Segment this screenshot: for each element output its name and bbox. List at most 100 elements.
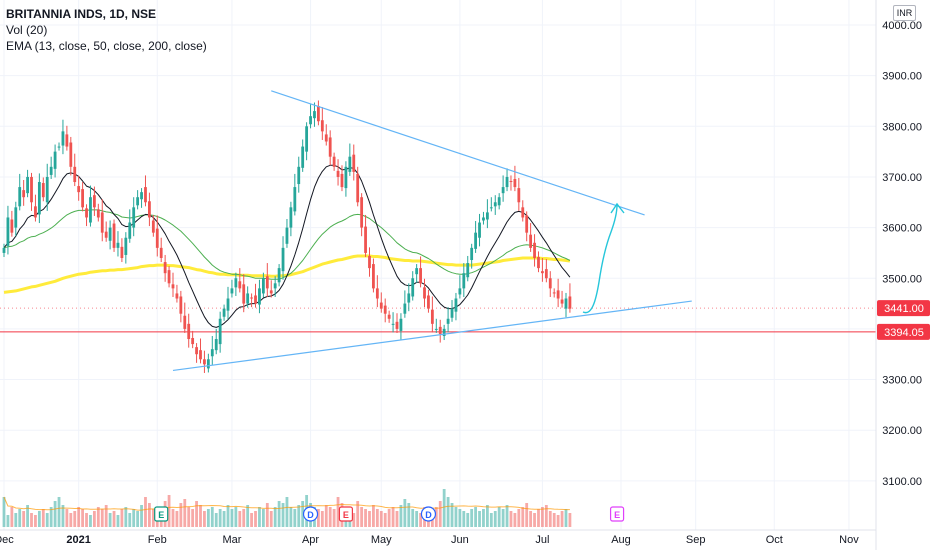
price-tick-label: 3600.00 — [882, 223, 922, 235]
volume-bar — [493, 511, 497, 527]
dividend-marker — [302, 506, 319, 522]
candle-body — [203, 359, 206, 365]
ema-indicator-label[interactable]: EMA (13, close, 50, close, 200, close) — [6, 39, 207, 53]
projection-arrow[interactable] — [582, 204, 618, 314]
volume-bar — [529, 511, 533, 527]
candle-body — [148, 201, 151, 218]
candle-body — [159, 247, 163, 258]
time-axis[interactable]: Dec 2021 Feb Mar Apr May Jun Jul Aug Sep Oct Nov — [0, 534, 859, 546]
price-axis[interactable]: 3100.003200.003300.003400.003500.003600.… — [882, 20, 922, 488]
candle-body — [269, 290, 273, 294]
volume-bar — [77, 507, 81, 527]
volume-bar — [171, 509, 175, 527]
candle-body — [140, 192, 143, 200]
candle-body — [195, 347, 198, 355]
horizontal-level-line[interactable] — [0, 307, 876, 333]
volume-bar — [560, 511, 564, 527]
candle-body — [462, 273, 466, 289]
candle-body — [466, 263, 470, 278]
candle-body — [399, 318, 403, 331]
candle-body — [513, 178, 517, 188]
price-tick-label: 3200.00 — [882, 425, 922, 437]
candle-body — [112, 223, 116, 248]
volume-bar — [136, 511, 140, 527]
candle-body — [261, 278, 265, 294]
volume-bar — [403, 499, 407, 527]
volume-bar — [124, 507, 128, 527]
volume-bar — [258, 507, 261, 527]
candle-body — [320, 120, 324, 132]
candle-body — [348, 156, 352, 172]
candle-body — [324, 134, 328, 142]
candle-body — [277, 268, 281, 283]
candle-body — [246, 293, 250, 304]
volume-bar — [218, 509, 222, 527]
volume-bar — [242, 509, 246, 527]
candlestick-series — [2, 100, 572, 373]
candle-body — [474, 232, 477, 249]
volume-bar — [301, 501, 305, 527]
earnings-marker — [338, 506, 354, 522]
trendlines[interactable] — [172, 90, 692, 372]
candle-body — [446, 318, 450, 324]
volume-bar — [148, 503, 151, 527]
volume-bar — [434, 507, 438, 527]
volume-bar — [14, 513, 18, 527]
volume-bar — [470, 509, 474, 527]
volume-bar — [395, 511, 399, 527]
time-tick-label: May — [371, 534, 392, 546]
time-tick-label: Dec — [0, 534, 14, 546]
volume-bar — [151, 509, 155, 527]
volume-bar — [419, 513, 422, 527]
volume-bar — [293, 509, 297, 527]
volume-bar — [391, 507, 395, 527]
candle-body — [336, 170, 340, 177]
candle-body — [560, 299, 564, 304]
volume-bar — [203, 511, 206, 527]
volume-bar — [289, 507, 293, 527]
volume-bar — [360, 507, 364, 527]
volume-bar — [505, 505, 509, 527]
candle-body — [458, 288, 462, 295]
volume-bar — [69, 513, 73, 527]
volume-bar — [387, 509, 391, 527]
earnings-marker — [154, 506, 169, 522]
volume-indicator-label[interactable]: Vol (20) — [6, 23, 48, 37]
volume-bar — [474, 507, 477, 527]
ema-13-path — [3, 164, 571, 328]
currency-badge[interactable]: INR — [893, 5, 916, 21]
candle-body — [128, 222, 132, 239]
volume-bar — [65, 509, 69, 527]
symbol-title[interactable]: BRITANNIA INDS, 1D, NSE — [6, 7, 157, 21]
volume-bar — [195, 501, 198, 527]
candle-body — [364, 226, 367, 253]
candle-body — [407, 293, 411, 303]
candle-body — [285, 227, 289, 244]
candle-body — [41, 183, 45, 198]
volume-bar — [541, 507, 544, 527]
candle-body — [22, 190, 26, 198]
candle-body — [258, 288, 261, 305]
candle-body — [501, 187, 505, 194]
volume-bar — [446, 497, 450, 527]
volume-bar — [533, 513, 536, 527]
price-label-text: 3441.00 — [884, 303, 924, 315]
earnings-marker — [609, 506, 625, 522]
dividend-marker — [420, 506, 437, 522]
candle-body — [124, 237, 128, 255]
volume-bar — [548, 511, 552, 527]
volume-bar — [30, 513, 33, 527]
volume-bar — [61, 505, 65, 527]
volume-bar — [234, 507, 238, 527]
volume-ma-line — [3, 496, 570, 511]
candle-body — [49, 166, 53, 175]
candle-body — [57, 146, 61, 148]
candle-body — [340, 173, 344, 188]
price-tick-label: 4000.00 — [882, 20, 922, 32]
candle-body — [254, 295, 257, 304]
price-tick-label: 3300.00 — [882, 375, 922, 387]
candle-body — [415, 268, 419, 275]
volume-bar — [250, 513, 253, 527]
